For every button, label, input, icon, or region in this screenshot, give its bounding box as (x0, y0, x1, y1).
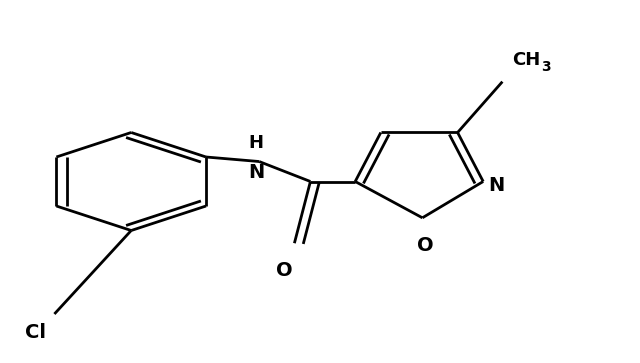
Text: N: N (488, 176, 504, 195)
Text: CH: CH (512, 51, 540, 69)
Text: N: N (248, 163, 264, 182)
Text: Cl: Cl (25, 323, 45, 342)
Text: O: O (276, 261, 293, 280)
Text: 3: 3 (541, 60, 551, 74)
Text: O: O (417, 236, 434, 254)
Text: H: H (248, 134, 264, 152)
